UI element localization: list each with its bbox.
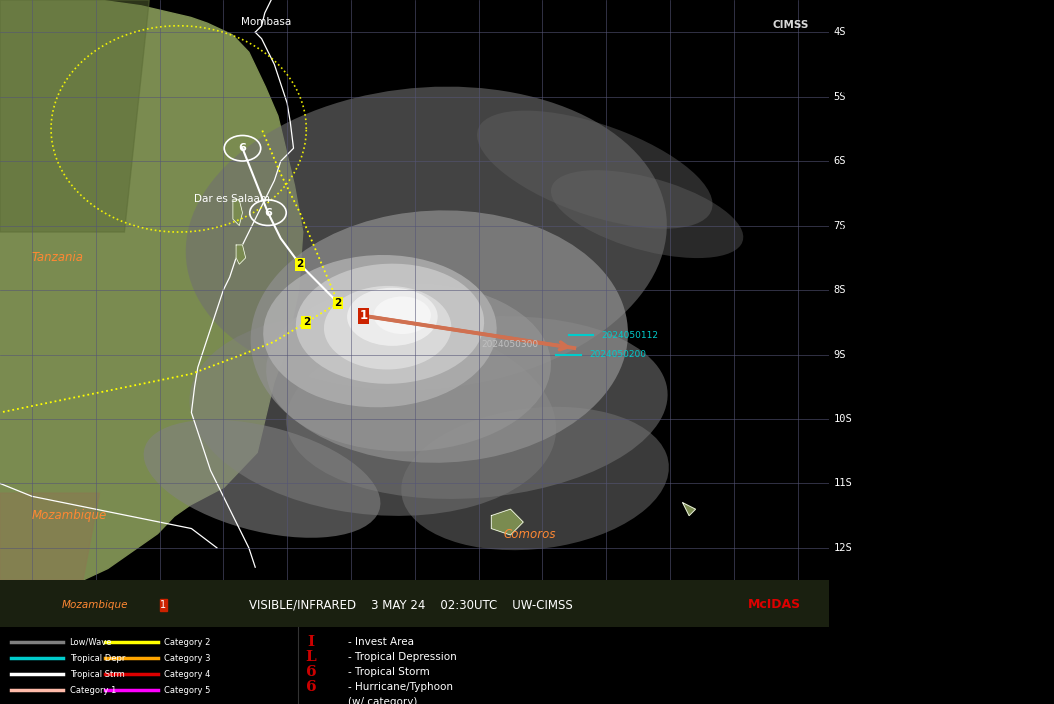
Text: - Political Boundaries: - Political Boundaries: [841, 134, 951, 144]
Text: (w/ category): (w/ category): [348, 696, 417, 704]
Text: - Latitude/Longitude: - Latitude/Longitude: [841, 163, 946, 173]
Polygon shape: [236, 245, 246, 264]
Ellipse shape: [296, 264, 484, 384]
Text: 6: 6: [306, 679, 316, 693]
Text: 6S: 6S: [834, 156, 846, 166]
Text: 6: 6: [265, 208, 272, 218]
Ellipse shape: [347, 288, 437, 346]
Text: Comoros: Comoros: [504, 529, 555, 541]
Polygon shape: [0, 0, 302, 580]
Text: L: L: [306, 650, 316, 664]
Text: CIMSS: CIMSS: [773, 20, 808, 30]
Ellipse shape: [143, 420, 380, 538]
Polygon shape: [0, 0, 150, 232]
Text: 11S: 11S: [834, 479, 853, 489]
Text: Legend: Legend: [847, 14, 899, 27]
Text: 4S: 4S: [834, 27, 846, 37]
Ellipse shape: [373, 296, 431, 334]
Text: 5S: 5S: [834, 92, 846, 101]
Text: 6: 6: [306, 665, 316, 679]
Text: - Hurricane/Typhoon: - Hurricane/Typhoon: [348, 681, 453, 691]
Polygon shape: [491, 509, 523, 535]
Text: 1: 1: [160, 600, 167, 610]
Text: Tropical Strm: Tropical Strm: [70, 670, 124, 679]
Text: - Tropical Depression: - Tropical Depression: [348, 652, 456, 662]
Text: 2024050200: 2024050200: [589, 350, 646, 359]
Text: Mozambique: Mozambique: [32, 509, 108, 522]
Ellipse shape: [477, 111, 713, 229]
Text: Mozambique: Mozambique: [61, 600, 129, 610]
Text: Category 4: Category 4: [164, 670, 211, 679]
Text: 12S: 12S: [834, 543, 853, 553]
Text: Category 2: Category 2: [164, 638, 211, 646]
Ellipse shape: [402, 407, 669, 550]
Text: 8S: 8S: [834, 285, 846, 295]
Text: 10S: 10S: [834, 414, 853, 424]
Bar: [0, 580, 829, 627]
Polygon shape: [233, 200, 242, 225]
Text: 01MAY2024/12:00UTC-: 01MAY2024/12:00UTC-: [841, 224, 959, 234]
Text: - Working Best Track: - Working Best Track: [841, 195, 948, 205]
Ellipse shape: [264, 255, 496, 408]
Text: Category 3: Category 3: [164, 653, 211, 662]
Text: McIDAS: McIDAS: [748, 598, 801, 611]
Text: 2024050112: 2024050112: [602, 331, 659, 339]
Ellipse shape: [186, 87, 667, 390]
Text: 03MAY2024/12:00UTC  (source:JTWC): 03MAY2024/12:00UTC (source:JTWC): [841, 253, 1022, 263]
Ellipse shape: [324, 286, 451, 370]
Text: 2: 2: [334, 298, 341, 308]
Text: 20240503/130000UTC: 20240503/130000UTC: [841, 85, 957, 95]
Text: 2024050300: 2024050300: [481, 340, 539, 349]
Text: Dar es Salaam: Dar es Salaam: [194, 194, 270, 204]
Text: Tanzania: Tanzania: [32, 251, 84, 264]
Text: Category 1: Category 1: [70, 686, 116, 695]
Text: - Invest Area: - Invest Area: [348, 637, 414, 647]
Text: VISIBLE/INFRARED    3 MAY 24    02:30UTC    UW-CIMSS: VISIBLE/INFRARED 3 MAY 24 02:30UTC UW-CI…: [249, 598, 573, 611]
Text: Tropical Depr: Tropical Depr: [70, 653, 125, 662]
Text: Mombasa: Mombasa: [241, 17, 291, 27]
Text: 9S: 9S: [834, 349, 846, 360]
Text: 03MAY2024/12:00UTC  (source:JTWC): 03MAY2024/12:00UTC (source:JTWC): [841, 327, 1022, 337]
Ellipse shape: [551, 170, 743, 258]
Ellipse shape: [190, 313, 557, 516]
Text: Category 5: Category 5: [164, 686, 211, 695]
Ellipse shape: [251, 210, 628, 463]
Text: 2: 2: [296, 259, 304, 269]
Polygon shape: [0, 493, 99, 580]
Text: - Labels: - Labels: [841, 369, 881, 379]
Ellipse shape: [267, 283, 551, 451]
Text: 2: 2: [302, 318, 310, 327]
Text: 7S: 7S: [834, 220, 846, 231]
Text: I: I: [308, 635, 314, 649]
Text: 6: 6: [238, 143, 247, 153]
Text: - Official TCFC Forecast: - Official TCFC Forecast: [841, 296, 961, 307]
Ellipse shape: [287, 316, 667, 499]
Text: - Tropical Storm: - Tropical Storm: [348, 667, 430, 677]
Text: - Visible/Shorwave IR Image: - Visible/Shorwave IR Image: [841, 56, 987, 66]
Text: Low/Wave: Low/Wave: [70, 638, 112, 646]
Polygon shape: [683, 503, 696, 515]
Text: 1: 1: [359, 309, 368, 322]
